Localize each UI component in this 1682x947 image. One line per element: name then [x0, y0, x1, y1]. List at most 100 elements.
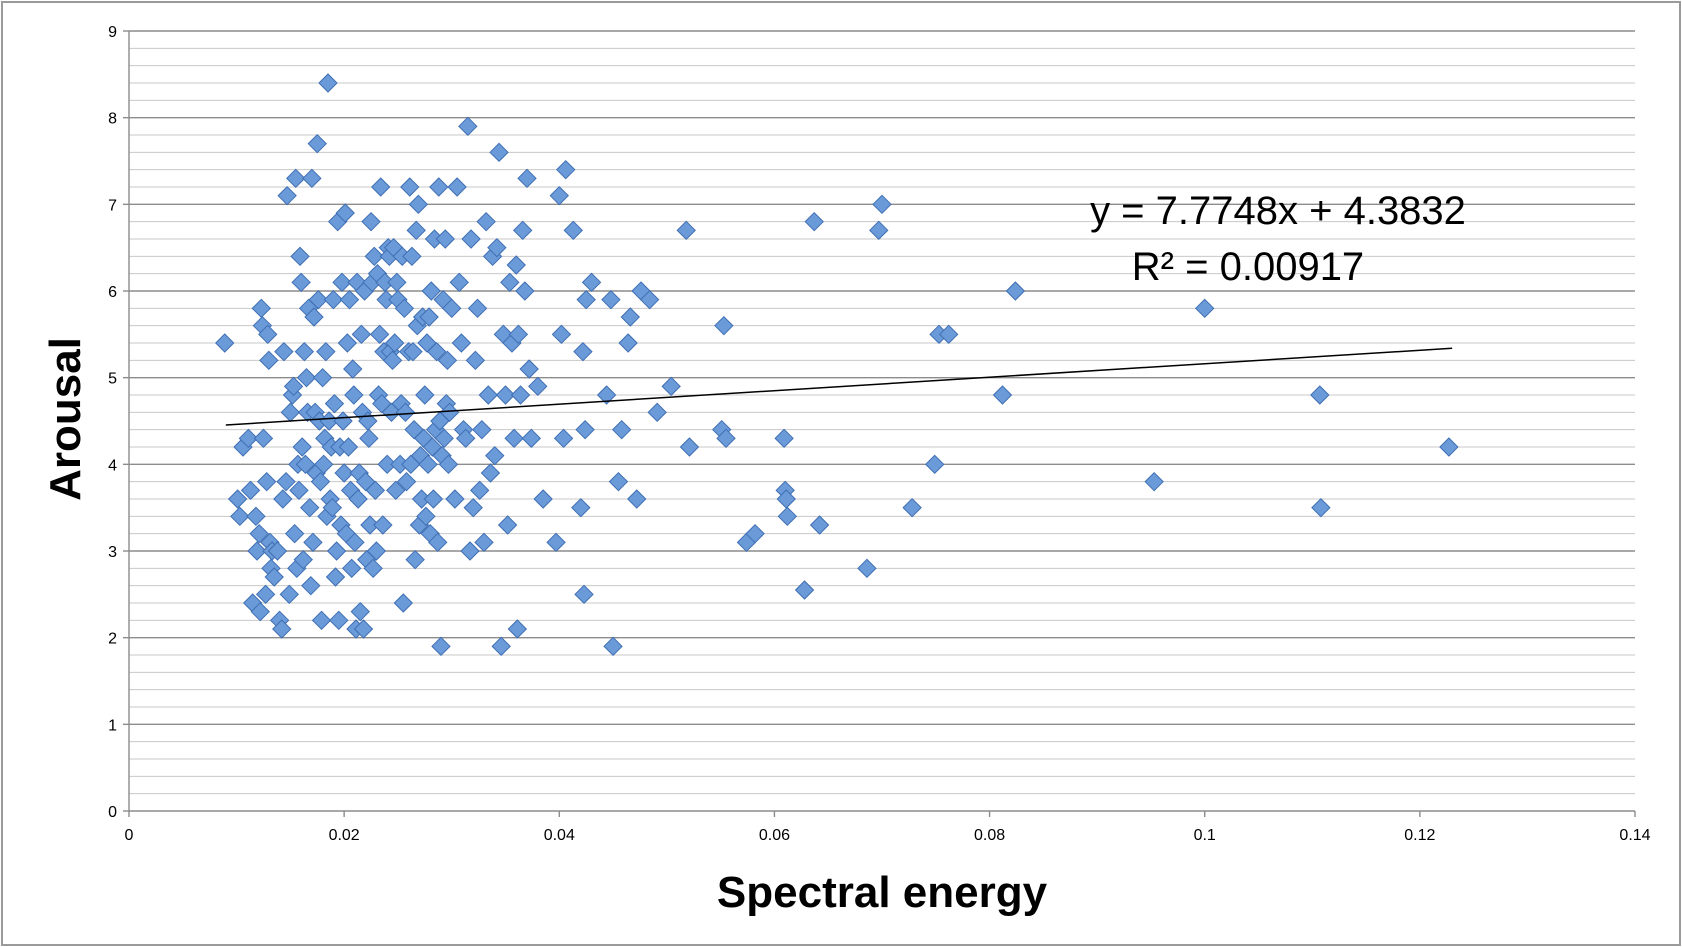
data-point: [435, 229, 455, 249]
data-point: [384, 333, 405, 353]
data-point: [255, 584, 276, 605]
data-point: [485, 445, 505, 466]
data-point: [528, 376, 548, 397]
data-point: [478, 385, 498, 405]
data-point: [480, 463, 501, 483]
x-axis-title: Spectral energy: [717, 868, 1048, 917]
y-tick-label: 9: [108, 24, 117, 41]
data-point: [714, 315, 734, 336]
data-point: [215, 333, 235, 353]
trendline: [225, 347, 1453, 426]
data-point: [437, 350, 458, 371]
data-point: [230, 506, 250, 527]
y-tick-label: 6: [108, 284, 117, 301]
data-point: [438, 454, 459, 475]
trendline-group: [225, 347, 1453, 426]
data-point: [676, 220, 696, 241]
data-point: [510, 385, 531, 405]
data-point: [286, 168, 306, 189]
y-tick-labels: 0 1 2 3 4 5 6 7 8 9: [108, 24, 117, 821]
data-point: [603, 636, 623, 657]
data-point: [533, 489, 553, 509]
data-point: [647, 402, 667, 423]
data-point: [474, 532, 494, 553]
data-point: [406, 220, 426, 241]
data-point: [1310, 385, 1330, 405]
data-point: [804, 211, 824, 232]
data-point: [581, 272, 602, 293]
data-point: [1005, 281, 1026, 301]
data-point: [639, 289, 660, 310]
y-axis-title: Arousal: [41, 337, 90, 501]
data-point: [312, 367, 333, 388]
data-point: [395, 402, 416, 423]
data-point: [575, 419, 595, 440]
trendline-equation: y = 7.7748x + 4.3832: [1090, 189, 1466, 233]
data-point: [431, 636, 451, 657]
data-point: [596, 385, 617, 405]
data-point: [415, 385, 435, 405]
data-point: [455, 428, 476, 449]
data-point: [465, 350, 486, 371]
data-point: [418, 454, 438, 475]
data-point: [382, 350, 403, 371]
x-tick-label: 0.04: [544, 827, 575, 844]
data-point: [992, 385, 1013, 405]
data-point: [338, 437, 359, 457]
data-point: [716, 428, 736, 449]
data-point: [679, 437, 700, 457]
data-point: [489, 142, 509, 163]
data-point: [341, 558, 362, 579]
data-point: [403, 341, 423, 362]
data-point: [428, 532, 448, 553]
data-point: [571, 497, 591, 518]
data-point: [332, 272, 352, 293]
data-point: [279, 584, 299, 605]
data-point: [574, 584, 594, 605]
data-point: [620, 307, 640, 327]
data-point: [310, 471, 331, 492]
gridlines: [129, 30, 1635, 795]
data-point: [290, 246, 310, 267]
data-point: [292, 437, 312, 457]
data-point: [394, 298, 415, 319]
y-tick-label: 7: [108, 197, 117, 214]
data-point: [576, 289, 596, 310]
data-point: [549, 185, 569, 206]
data-point: [938, 324, 959, 345]
data-points: [215, 73, 1459, 657]
data-point: [256, 471, 277, 492]
data-point: [491, 636, 511, 657]
data-point: [745, 523, 765, 544]
y-tick-label: 8: [108, 111, 117, 128]
data-point: [426, 341, 447, 362]
data-point: [300, 497, 320, 518]
data-point: [458, 116, 478, 137]
data-point: [421, 281, 441, 301]
data-point: [519, 359, 539, 379]
data-point: [276, 471, 296, 492]
y-tick-label: 4: [108, 457, 117, 474]
data-point: [472, 419, 492, 440]
data-point: [283, 376, 304, 397]
data-point: [618, 333, 638, 353]
data-point: [267, 541, 288, 561]
data-point: [301, 575, 321, 596]
trendline-r-squared: R² = 0.00917: [1132, 245, 1364, 289]
x-tick-label: 0.14: [1619, 827, 1650, 844]
data-point: [573, 341, 593, 362]
data-point: [504, 428, 524, 449]
data-point: [350, 601, 370, 622]
y-tick-label: 3: [108, 544, 117, 561]
data-point: [240, 480, 261, 501]
data-point: [307, 133, 327, 154]
data-point: [463, 497, 483, 518]
data-point: [857, 558, 877, 579]
data-point: [495, 385, 516, 405]
data-point: [396, 471, 417, 492]
data-point: [337, 333, 358, 353]
data-point: [361, 211, 381, 232]
data-point: [329, 610, 349, 631]
data-point: [500, 272, 520, 293]
